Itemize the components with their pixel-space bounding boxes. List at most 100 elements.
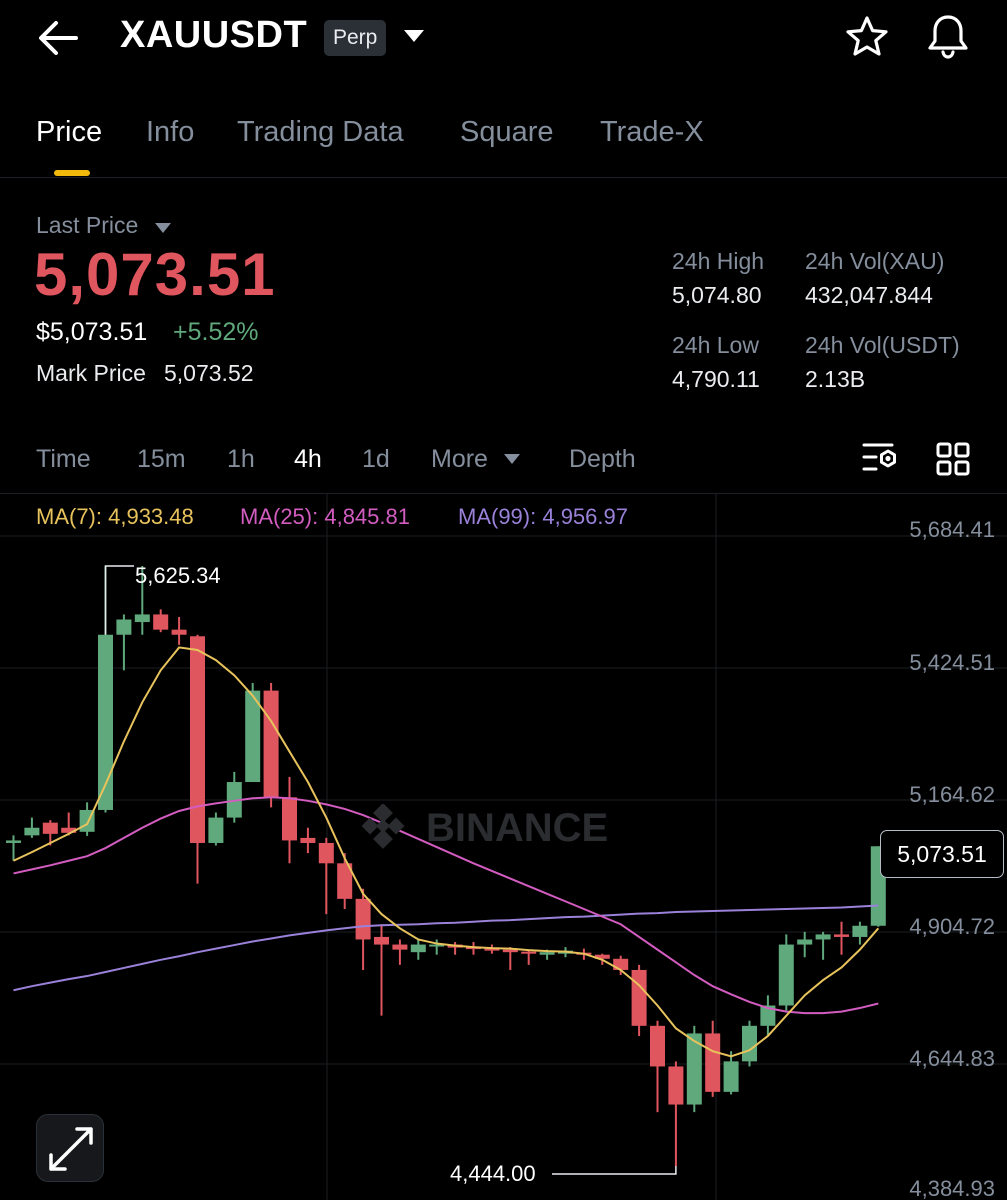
vol-usdt-label: 24h Vol(USDT) bbox=[805, 332, 960, 358]
candle bbox=[24, 817, 40, 838]
y-axis-tick: 5,684.41 bbox=[909, 517, 995, 542]
active-tab-indicator bbox=[54, 170, 90, 176]
min-price-marker bbox=[552, 1165, 677, 1175]
y-axis-tick: 4,904.72 bbox=[909, 914, 995, 939]
mark-price-value: 5,073.52 bbox=[164, 360, 254, 386]
candle bbox=[484, 944, 500, 954]
vol-xau-label: 24h Vol(XAU) bbox=[805, 248, 945, 274]
candle-body bbox=[502, 949, 518, 953]
candle-body bbox=[742, 1025, 757, 1062]
candle bbox=[226, 771, 242, 823]
candle bbox=[815, 931, 831, 960]
candle-body bbox=[705, 1033, 721, 1092]
candle bbox=[521, 949, 537, 965]
candle bbox=[502, 947, 518, 970]
candle-body bbox=[650, 1025, 665, 1067]
candle bbox=[116, 614, 132, 671]
low-24h-label: 24h Low bbox=[672, 332, 759, 358]
symbol-title[interactable]: XAUUSDT bbox=[120, 14, 308, 56]
bell-icon[interactable] bbox=[924, 12, 972, 60]
candle bbox=[797, 931, 813, 958]
candle-body bbox=[521, 951, 537, 954]
tab-info[interactable]: Info bbox=[146, 116, 195, 148]
candle-body bbox=[594, 954, 610, 959]
last-price: 5,073.51 bbox=[34, 241, 276, 308]
low-24h-value: 4,790.11 bbox=[672, 366, 760, 392]
candlestick-chart[interactable] bbox=[0, 494, 1007, 1200]
expand-chart-button[interactable] bbox=[36, 1114, 104, 1182]
high-24h-value: 5,074.80 bbox=[672, 282, 762, 308]
candle-body bbox=[208, 817, 224, 843]
divider bbox=[0, 493, 1007, 494]
ma25-legend: MA(25): 4,845.81 bbox=[240, 504, 410, 529]
max-price-label: 5,625.34 bbox=[135, 563, 221, 588]
candle-body bbox=[613, 958, 629, 970]
candle bbox=[723, 1051, 739, 1095]
candle bbox=[6, 835, 21, 861]
candle-body bbox=[190, 636, 205, 843]
candle-body bbox=[374, 936, 389, 945]
candle-body bbox=[815, 934, 831, 940]
tab-price[interactable]: Price bbox=[36, 116, 103, 148]
timeframe-1h[interactable]: 1h bbox=[227, 445, 255, 473]
candle-body bbox=[42, 822, 58, 834]
candle bbox=[631, 964, 647, 1036]
mark-price-label: Mark Price bbox=[36, 360, 146, 386]
candle-body bbox=[318, 842, 334, 864]
candle-body bbox=[24, 827, 40, 836]
candle-body bbox=[852, 925, 868, 937]
candle-body bbox=[668, 1066, 684, 1105]
price-change-percent: +5.52% bbox=[173, 318, 259, 346]
tab-square[interactable]: Square bbox=[460, 116, 554, 148]
caret-down-icon[interactable] bbox=[503, 453, 521, 465]
perp-badge: Perp bbox=[324, 20, 387, 56]
candle bbox=[61, 812, 77, 836]
caret-down-icon[interactable] bbox=[154, 222, 172, 234]
last-price-tag: 5,073.51 bbox=[880, 830, 1004, 878]
candle-body bbox=[134, 614, 150, 623]
candle-body bbox=[410, 944, 426, 953]
candle-body bbox=[263, 690, 279, 798]
timeframe-time[interactable]: Time bbox=[36, 445, 91, 473]
arrow-left-icon[interactable] bbox=[36, 18, 80, 58]
timeframe-depth[interactable]: Depth bbox=[569, 445, 636, 473]
chart-settings-icon[interactable] bbox=[862, 440, 900, 476]
grid-icon[interactable] bbox=[936, 442, 970, 476]
candle bbox=[613, 955, 629, 976]
candle bbox=[392, 939, 408, 965]
tab-trade-x[interactable]: Trade-X bbox=[600, 116, 704, 148]
candle bbox=[245, 682, 261, 783]
candle-body bbox=[6, 840, 21, 843]
timeframe-more[interactable]: More bbox=[431, 445, 488, 473]
candle-body bbox=[723, 1061, 739, 1092]
divider bbox=[0, 177, 1007, 178]
timeframe-4h[interactable]: 4h bbox=[294, 445, 322, 473]
candle-body bbox=[116, 619, 132, 635]
candle-body bbox=[778, 944, 794, 1006]
candle bbox=[686, 1025, 702, 1113]
candle-body bbox=[539, 952, 555, 955]
binance-logo-watermark: BINANCE bbox=[362, 804, 608, 850]
high-24h-label: 24h High bbox=[672, 248, 765, 274]
candle bbox=[282, 776, 297, 864]
ma99-legend: MA(99): 4,956.97 bbox=[458, 504, 628, 529]
y-axis-tick: 5,424.51 bbox=[909, 650, 995, 675]
candle bbox=[171, 616, 187, 645]
candle bbox=[355, 888, 371, 970]
candle-body bbox=[686, 1033, 702, 1105]
candle bbox=[705, 1020, 721, 1097]
tab-trading-data[interactable]: Trading Data bbox=[237, 116, 404, 148]
timeframe-1d[interactable]: 1d bbox=[362, 445, 390, 473]
candle-body bbox=[797, 939, 813, 945]
ma7-line bbox=[13, 646, 880, 1058]
candle-body bbox=[429, 944, 445, 947]
last-price-label[interactable]: Last Price bbox=[36, 212, 139, 238]
candle bbox=[834, 921, 849, 955]
candle-body bbox=[153, 614, 169, 630]
candle bbox=[852, 921, 868, 945]
star-icon[interactable] bbox=[844, 14, 890, 60]
caret-down-icon[interactable] bbox=[403, 28, 425, 44]
max-price-marker bbox=[104, 565, 134, 635]
candle-body bbox=[392, 944, 408, 950]
timeframe-15m[interactable]: 15m bbox=[137, 445, 186, 473]
